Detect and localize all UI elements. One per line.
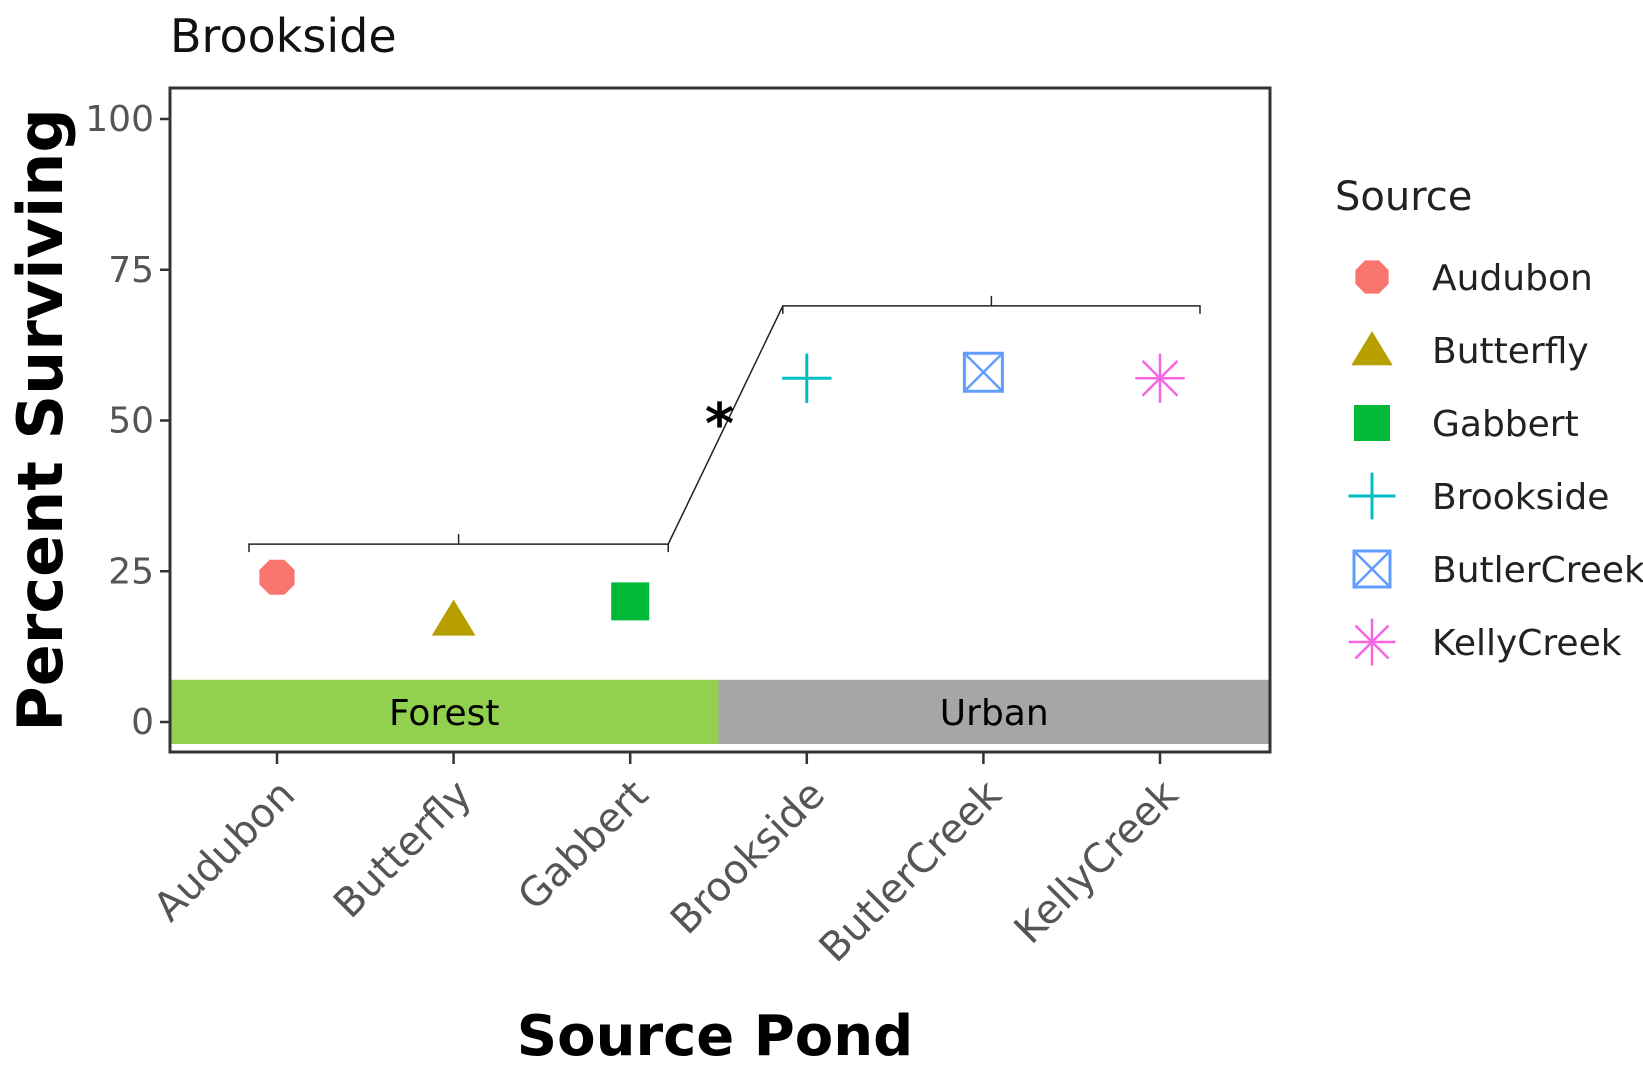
y-tick-label: 100 bbox=[85, 99, 154, 140]
x-axis-title: Source Pond bbox=[517, 1004, 913, 1066]
significance-star: * bbox=[705, 392, 734, 457]
legend-label: ButlerCreek bbox=[1432, 550, 1643, 591]
habitat-band-forest bbox=[170, 679, 719, 744]
data-point-brookside bbox=[782, 353, 832, 403]
legend-key-butterfly bbox=[1351, 331, 1393, 366]
urban-bracket bbox=[782, 295, 1201, 314]
legend-key-audubon bbox=[1355, 260, 1389, 294]
legend-key-gabbert bbox=[1354, 405, 1390, 441]
legend-label: KellyCreek bbox=[1432, 623, 1622, 664]
y-tick-label: 50 bbox=[108, 401, 154, 442]
significance-connector bbox=[667, 305, 784, 545]
y-tick-label: 25 bbox=[108, 551, 154, 592]
data-point-audubon bbox=[259, 559, 295, 595]
legend-label: Butterfly bbox=[1432, 331, 1589, 372]
legend: Source Audubon Butterfly Gabbert Brookside B… bbox=[1335, 174, 1643, 666]
x-tick-label: KellyCreek bbox=[1006, 771, 1188, 953]
habitat-band-label: Forest bbox=[389, 693, 499, 734]
chart-title: Brookside bbox=[170, 9, 397, 63]
legend-key-kellycreek bbox=[1348, 618, 1396, 666]
data-point-butlercreek bbox=[962, 351, 1004, 393]
habitat-band-urban bbox=[718, 679, 1270, 744]
habitat-band-label: Urban bbox=[940, 693, 1049, 734]
forest-bracket bbox=[248, 534, 669, 553]
x-tick-label: Brookside bbox=[662, 772, 834, 944]
data-point-butterfly bbox=[431, 599, 476, 636]
legend-key-brookside bbox=[1348, 472, 1396, 520]
plot-area: Forest Urban 0 25 50 75 100 Audubon Butterfly Gab… bbox=[85, 86, 1272, 971]
y-axis-title: Percent Surviving bbox=[4, 108, 77, 731]
x-tick-label: Audubon bbox=[145, 772, 304, 931]
legend-key-butlercreek bbox=[1352, 549, 1392, 589]
data-point-kellycreek bbox=[1135, 353, 1185, 403]
data-point-gabbert bbox=[611, 582, 650, 621]
legend-label: Audubon bbox=[1432, 258, 1593, 299]
x-tick-label: ButlerCreek bbox=[811, 771, 1011, 971]
y-tick-label: 0 bbox=[131, 702, 154, 743]
legend-title: Source bbox=[1335, 174, 1472, 220]
legend-label: Gabbert bbox=[1432, 404, 1579, 445]
x-tick-label: Gabbert bbox=[509, 772, 657, 920]
y-tick-label: 75 bbox=[108, 250, 154, 291]
legend-label: Brookside bbox=[1432, 477, 1609, 518]
x-tick-label: Butterfly bbox=[325, 772, 481, 928]
